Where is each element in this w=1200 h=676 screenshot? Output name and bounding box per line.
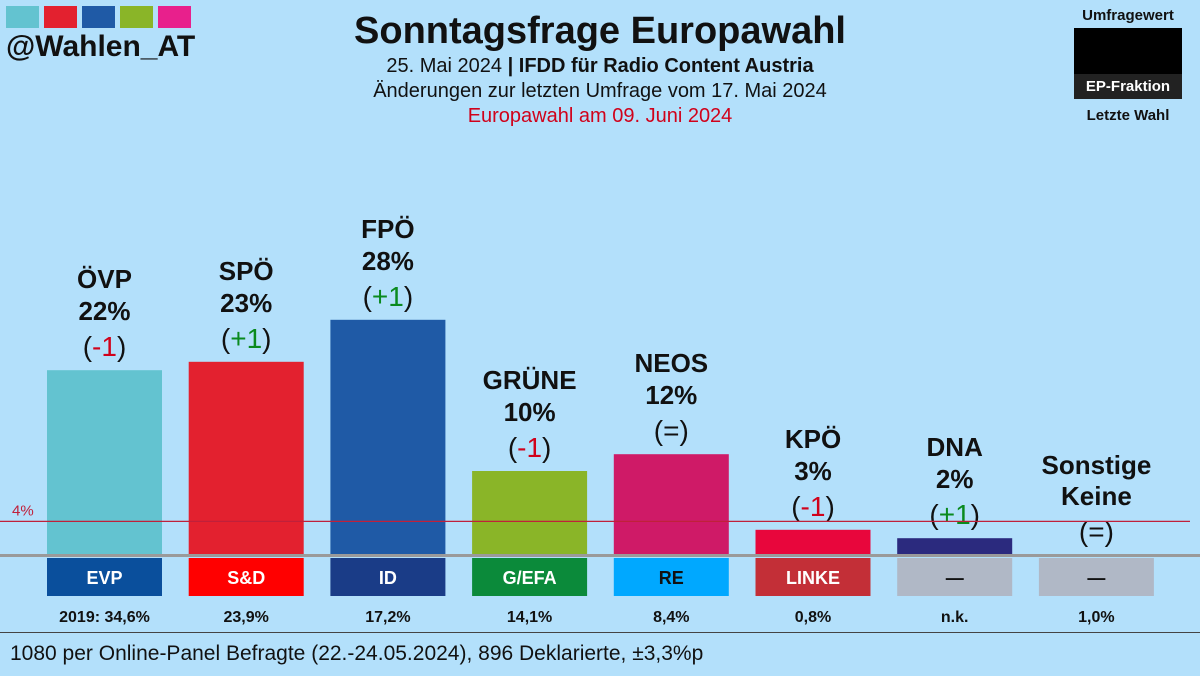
- election-date-note: Europawahl am 09. Juni 2024: [467, 105, 733, 127]
- threshold-label: 4%: [12, 502, 34, 519]
- bar-change-label-4: (=): [654, 415, 689, 446]
- footer-note: 1080 per Online-Panel Befragte (22.-24.0…: [10, 642, 704, 665]
- bar-party-label-1: SPÖ: [219, 256, 274, 286]
- bar-0: [47, 370, 162, 555]
- ep-group-box-2: [330, 558, 446, 596]
- previous-result-7: 1,0%: [1078, 609, 1114, 626]
- ep-group-label-1: S&D: [227, 568, 265, 588]
- bar-party-label-0: ÖVP: [77, 264, 132, 294]
- chart-header: Sonntagsfrage Europawahl 25. Mai 2024 | …: [250, 8, 950, 129]
- ep-group-box-4: [613, 558, 729, 596]
- brand-swatch-3: [82, 6, 115, 28]
- ep-group-label-3: G/EFA: [503, 568, 557, 588]
- brand-swatches: [6, 6, 191, 28]
- bar-party-label-7-0: Keine: [1061, 481, 1132, 511]
- ep-group-box-7: [1038, 558, 1154, 596]
- previous-result-3: 14,1%: [507, 609, 552, 626]
- bar-value-label-1: 23%: [220, 288, 272, 318]
- bar-party-label-6: DNA: [927, 432, 984, 462]
- bar-6: [897, 538, 1013, 555]
- chart-title: Sonntagsfrage Europawahl: [354, 10, 846, 52]
- ep-group-label-5: LINKE: [786, 568, 840, 588]
- legend-last-election-label: Letzte Wahl: [1086, 107, 1170, 124]
- previous-result-0: 2019: 34,6%: [59, 609, 150, 626]
- legend-key: Umfragewert EP-Fraktion Letzte Wahl: [1066, 6, 1190, 124]
- ep-group-label-4: RE: [659, 568, 684, 588]
- source-separator: |: [507, 55, 514, 77]
- bar-1: [188, 361, 304, 555]
- bar-change-label-0: (-1): [83, 331, 127, 362]
- survey-source: 25. Mai 2024 | IFDD für Radio Content Au…: [250, 54, 950, 79]
- changes-note: Änderungen zur letzten Umfrage vom 17. M…: [373, 80, 827, 102]
- bar-3: [472, 471, 588, 555]
- bar-change-label-3: (-1): [508, 432, 552, 463]
- bar-value-label-2: 28%: [362, 246, 414, 276]
- legend-poll-value-label: Umfragewert: [1082, 7, 1174, 24]
- brand-swatch-4: [120, 6, 153, 28]
- bar-party-label-3: GRÜNE: [483, 365, 577, 395]
- bar-change-label-1: (+1): [221, 323, 272, 354]
- bar-5: [755, 529, 871, 555]
- bar-value-label-0: 22%: [78, 296, 130, 326]
- survey-date: 25. Mai 2024: [386, 55, 503, 77]
- brand-swatch-2: [44, 6, 77, 28]
- previous-result-4: 8,4%: [653, 609, 689, 626]
- bar-party-label-5: KPÖ: [785, 424, 841, 454]
- bar-value-label-3: 10%: [504, 397, 556, 427]
- brand-handle: @Wahlen_AT: [6, 30, 196, 63]
- bar-value-label-5: 3%: [794, 456, 832, 486]
- previous-result-1: 23,9%: [224, 609, 269, 626]
- bar-party-label-7-1: Sonstige: [1042, 450, 1152, 480]
- bar-chart: (-1) 22%ÖVP EVP 2019: 34,6% (+1) 23%SPÖ S&D 23,…: [0, 214, 1200, 626]
- footer-divider: [0, 632, 1200, 633]
- bar-party-label-4: NEOS: [634, 348, 708, 378]
- bar-2: [330, 319, 446, 555]
- bar-change-label-2: (+1): [363, 281, 414, 312]
- bar-value-label-4: 12%: [645, 380, 697, 410]
- ep-group-box-5: [755, 558, 871, 596]
- bar-value-label-6: 2%: [936, 464, 974, 494]
- bar-party-label-2: FPÖ: [361, 214, 414, 244]
- legend-bar-sample: [1074, 28, 1182, 74]
- bar-change-label-5: (-1): [791, 491, 835, 522]
- bar-4: [613, 454, 729, 555]
- brand-swatch-5: [158, 6, 191, 28]
- ep-group-label-0: EVP: [86, 568, 122, 588]
- chart-baseline: [0, 554, 1200, 557]
- bar-change-label-6: (+1): [929, 499, 980, 530]
- survey-institute: IFDD für Radio Content Austria: [518, 55, 814, 77]
- ep-group-box-3: [472, 558, 588, 596]
- ep-group-label-2: ID: [379, 568, 397, 588]
- ep-group-box-1: [188, 558, 304, 596]
- ep-group-box-0: [47, 558, 162, 596]
- legend-ep-group-label: EP-Fraktion: [1074, 74, 1182, 99]
- brand-swatch-1: [6, 6, 39, 28]
- bar-change-label-7: (=): [1079, 516, 1114, 547]
- ep-group-box-6: [897, 558, 1013, 596]
- ep-group-label-7: —: [1087, 568, 1105, 588]
- ep-group-label-6: —: [946, 568, 964, 588]
- previous-result-2: 17,2%: [365, 609, 410, 626]
- previous-result-6: n.k.: [941, 609, 969, 626]
- previous-result-5: 0,8%: [795, 609, 831, 626]
